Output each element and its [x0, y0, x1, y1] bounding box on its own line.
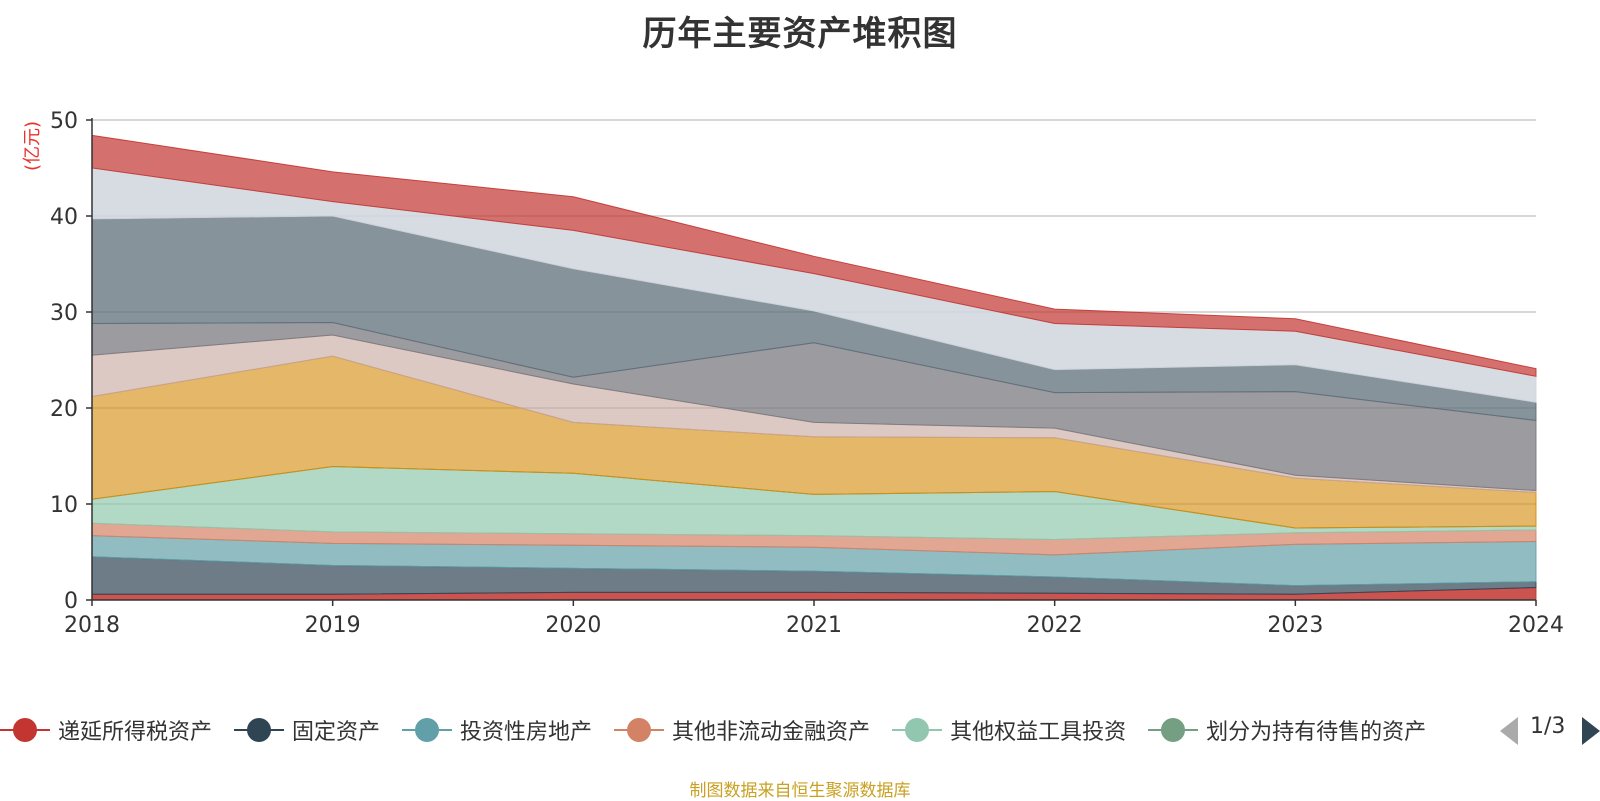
legend-item[interactable]: 其他权益工具投资	[892, 708, 1126, 752]
source-note: 制图数据来自恒生聚源数据库	[689, 781, 911, 801]
legend-label: 其他权益工具投资	[950, 720, 1127, 745]
legend: 递延所得税资产 固定资产 投资性房地产 其他非流动金融资产 其他权益工具投资 划分为持有待…	[0, 708, 1600, 752]
legend-item[interactable]: 划分为持有待售的资产	[1148, 708, 1426, 752]
legend-marker-icon	[402, 708, 453, 752]
legend-marker-icon	[1148, 708, 1199, 752]
x-tick-label: 2022	[1027, 613, 1083, 638]
y-tick-label: 40	[50, 205, 78, 230]
legend-item[interactable]: 固定资产	[234, 708, 380, 752]
legend-label: 其他非流动金融资产	[672, 720, 871, 745]
y-tick-label: 10	[50, 493, 78, 518]
chart-title: 历年主要资产堆积图	[642, 14, 958, 54]
x-tick-label: 2019	[305, 613, 361, 638]
x-tick-label: 2023	[1267, 613, 1323, 638]
legend-items: 递延所得税资产 固定资产 投资性房地产 其他非流动金融资产 其他权益工具投资 划分为持有待…	[0, 708, 1465, 752]
x-tick-label: 2020	[545, 613, 601, 638]
y-tick-label: 30	[50, 301, 78, 326]
legend-page-indicator: 1/3	[1530, 714, 1566, 739]
x-tick-label: 2018	[64, 613, 120, 638]
legend-item[interactable]: 递延所得税资产	[0, 708, 212, 752]
area-band-11	[91, 134, 1537, 377]
area-bands	[91, 134, 1537, 601]
legend-marker-icon	[614, 708, 665, 752]
x-tick-label: 2021	[786, 613, 842, 638]
legend-label: 递延所得税资产	[58, 720, 213, 745]
legend-label: 划分为持有待售的资产	[1206, 720, 1427, 745]
y-unit-label: (亿元)	[22, 121, 43, 171]
legend-marker-icon	[892, 708, 943, 752]
legend-marker-icon	[234, 708, 285, 752]
legend-marker-icon	[0, 708, 50, 752]
y-tick-label: 0	[64, 589, 78, 614]
legend-label: 固定资产	[292, 720, 381, 745]
x-tick-label: 2024	[1508, 613, 1564, 638]
axes: 0 10 20 30 40 50 2018 2019 2020 2021 2022 2023 2024	[50, 109, 1564, 638]
legend-label: 投资性房地产	[460, 720, 593, 745]
legend-next-page-icon[interactable]	[1582, 717, 1600, 745]
legend-item[interactable]: 其他非流动金融资产	[614, 708, 870, 752]
y-tick-label: 50	[50, 109, 78, 134]
legend-prev-page-icon[interactable]	[1500, 717, 1518, 745]
legend-item[interactable]: 投资性房地产	[402, 708, 592, 752]
y-tick-label: 20	[50, 397, 78, 422]
